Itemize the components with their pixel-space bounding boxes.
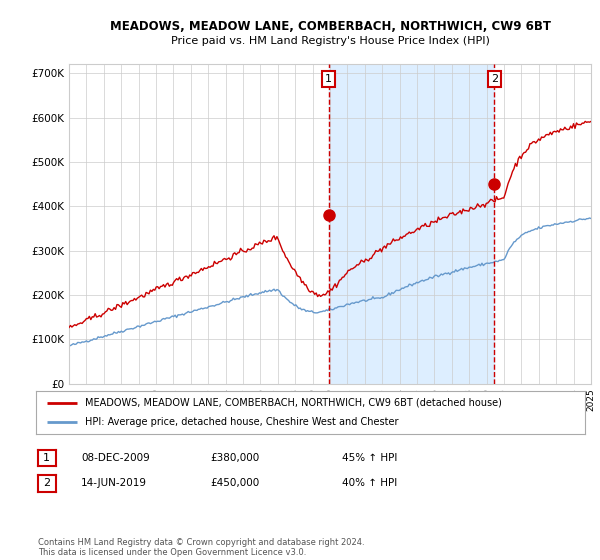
- Text: 40% ↑ HPI: 40% ↑ HPI: [342, 478, 397, 488]
- Text: Price paid vs. HM Land Registry's House Price Index (HPI): Price paid vs. HM Land Registry's House …: [170, 36, 490, 46]
- Text: 1: 1: [325, 74, 332, 84]
- Bar: [329, 64, 494, 384]
- Text: 14-JUN-2019: 14-JUN-2019: [81, 478, 147, 488]
- Text: 2: 2: [43, 478, 50, 488]
- Text: MEADOWS, MEADOW LANE, COMBERBACH, NORTHWICH, CW9 6BT: MEADOWS, MEADOW LANE, COMBERBACH, NORTHW…: [110, 20, 551, 32]
- Text: £380,000: £380,000: [210, 453, 259, 463]
- Text: HPI: Average price, detached house, Cheshire West and Chester: HPI: Average price, detached house, Ches…: [85, 417, 399, 427]
- Text: Contains HM Land Registry data © Crown copyright and database right 2024.
This d: Contains HM Land Registry data © Crown c…: [38, 538, 364, 557]
- Text: MEADOWS, MEADOW LANE, COMBERBACH, NORTHWICH, CW9 6BT (detached house): MEADOWS, MEADOW LANE, COMBERBACH, NORTHW…: [85, 398, 502, 408]
- Text: 08-DEC-2009: 08-DEC-2009: [81, 453, 150, 463]
- Text: 1: 1: [43, 453, 50, 463]
- Text: £450,000: £450,000: [210, 478, 259, 488]
- Text: 2: 2: [491, 74, 498, 84]
- Text: 45% ↑ HPI: 45% ↑ HPI: [342, 453, 397, 463]
